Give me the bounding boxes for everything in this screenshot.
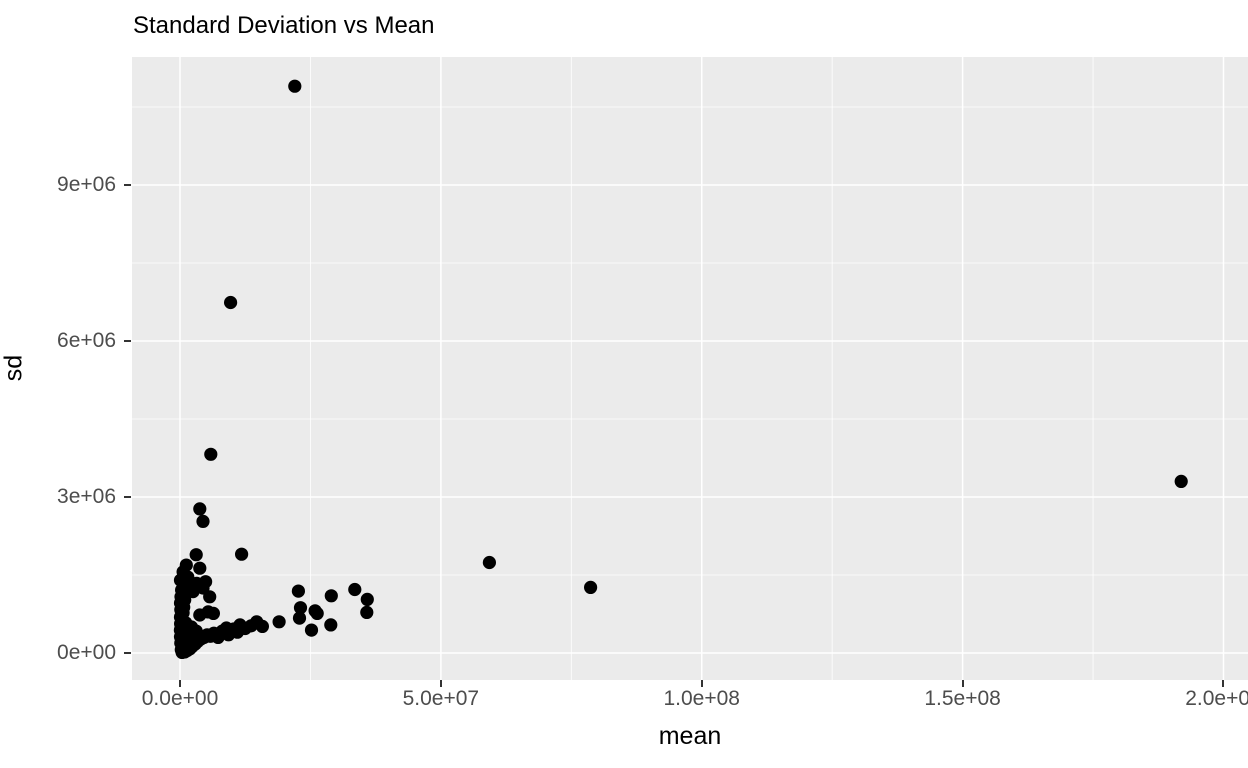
data-point <box>193 608 207 622</box>
data-point <box>310 606 324 621</box>
data-point <box>324 589 338 603</box>
data-point <box>348 582 362 597</box>
x-tick-mark <box>179 680 181 687</box>
plot-panel <box>132 57 1248 680</box>
y-tick-mark <box>124 651 131 654</box>
data-point <box>272 615 286 629</box>
y-tick-mark <box>124 184 131 186</box>
data-point <box>235 547 249 561</box>
y-tick-label: 9e+06 <box>57 173 116 196</box>
y-axis-title: sd <box>0 354 28 382</box>
data-point <box>584 580 598 595</box>
data-point <box>189 548 203 562</box>
data-point <box>224 295 238 310</box>
data-point <box>360 592 374 607</box>
data-point <box>1174 474 1188 488</box>
data-point <box>204 447 218 461</box>
x-tick-mark <box>961 680 964 687</box>
y-tick-mark <box>124 495 131 498</box>
y-tick-mark <box>124 339 131 342</box>
data-point <box>288 79 302 93</box>
data-point <box>324 618 338 632</box>
x-axis-title: mean <box>658 722 722 750</box>
x-tick-mark <box>439 680 442 687</box>
data-point <box>304 623 319 637</box>
x-tick-label: 2.0e+08 <box>1185 687 1248 710</box>
x-tick-label: 5.0e+07 <box>402 687 480 710</box>
y-tick-label: 3e+06 <box>57 484 116 508</box>
data-point <box>482 555 496 570</box>
plot-title: Standard Deviation vs Mean <box>133 12 435 39</box>
data-point <box>193 561 207 575</box>
data-point <box>203 590 217 604</box>
data-point <box>193 502 207 516</box>
data-point <box>292 611 307 625</box>
data-point <box>196 514 210 528</box>
data-point <box>291 584 305 598</box>
data-point <box>244 619 258 633</box>
data-point <box>179 616 193 630</box>
x-tick-mark <box>1222 680 1225 687</box>
x-tick-label: 1.0e+08 <box>663 687 740 710</box>
y-tick-label: 6e+06 <box>57 328 116 352</box>
x-tick-label: 1.5e+08 <box>924 687 1001 710</box>
plot-canvas <box>132 57 1248 680</box>
data-point <box>360 605 374 620</box>
x-tick-label: 0.0e+00 <box>141 687 219 710</box>
x-tick-mark <box>700 680 703 687</box>
y-tick-label: 0e+00 <box>57 640 116 664</box>
data-point <box>293 601 308 615</box>
